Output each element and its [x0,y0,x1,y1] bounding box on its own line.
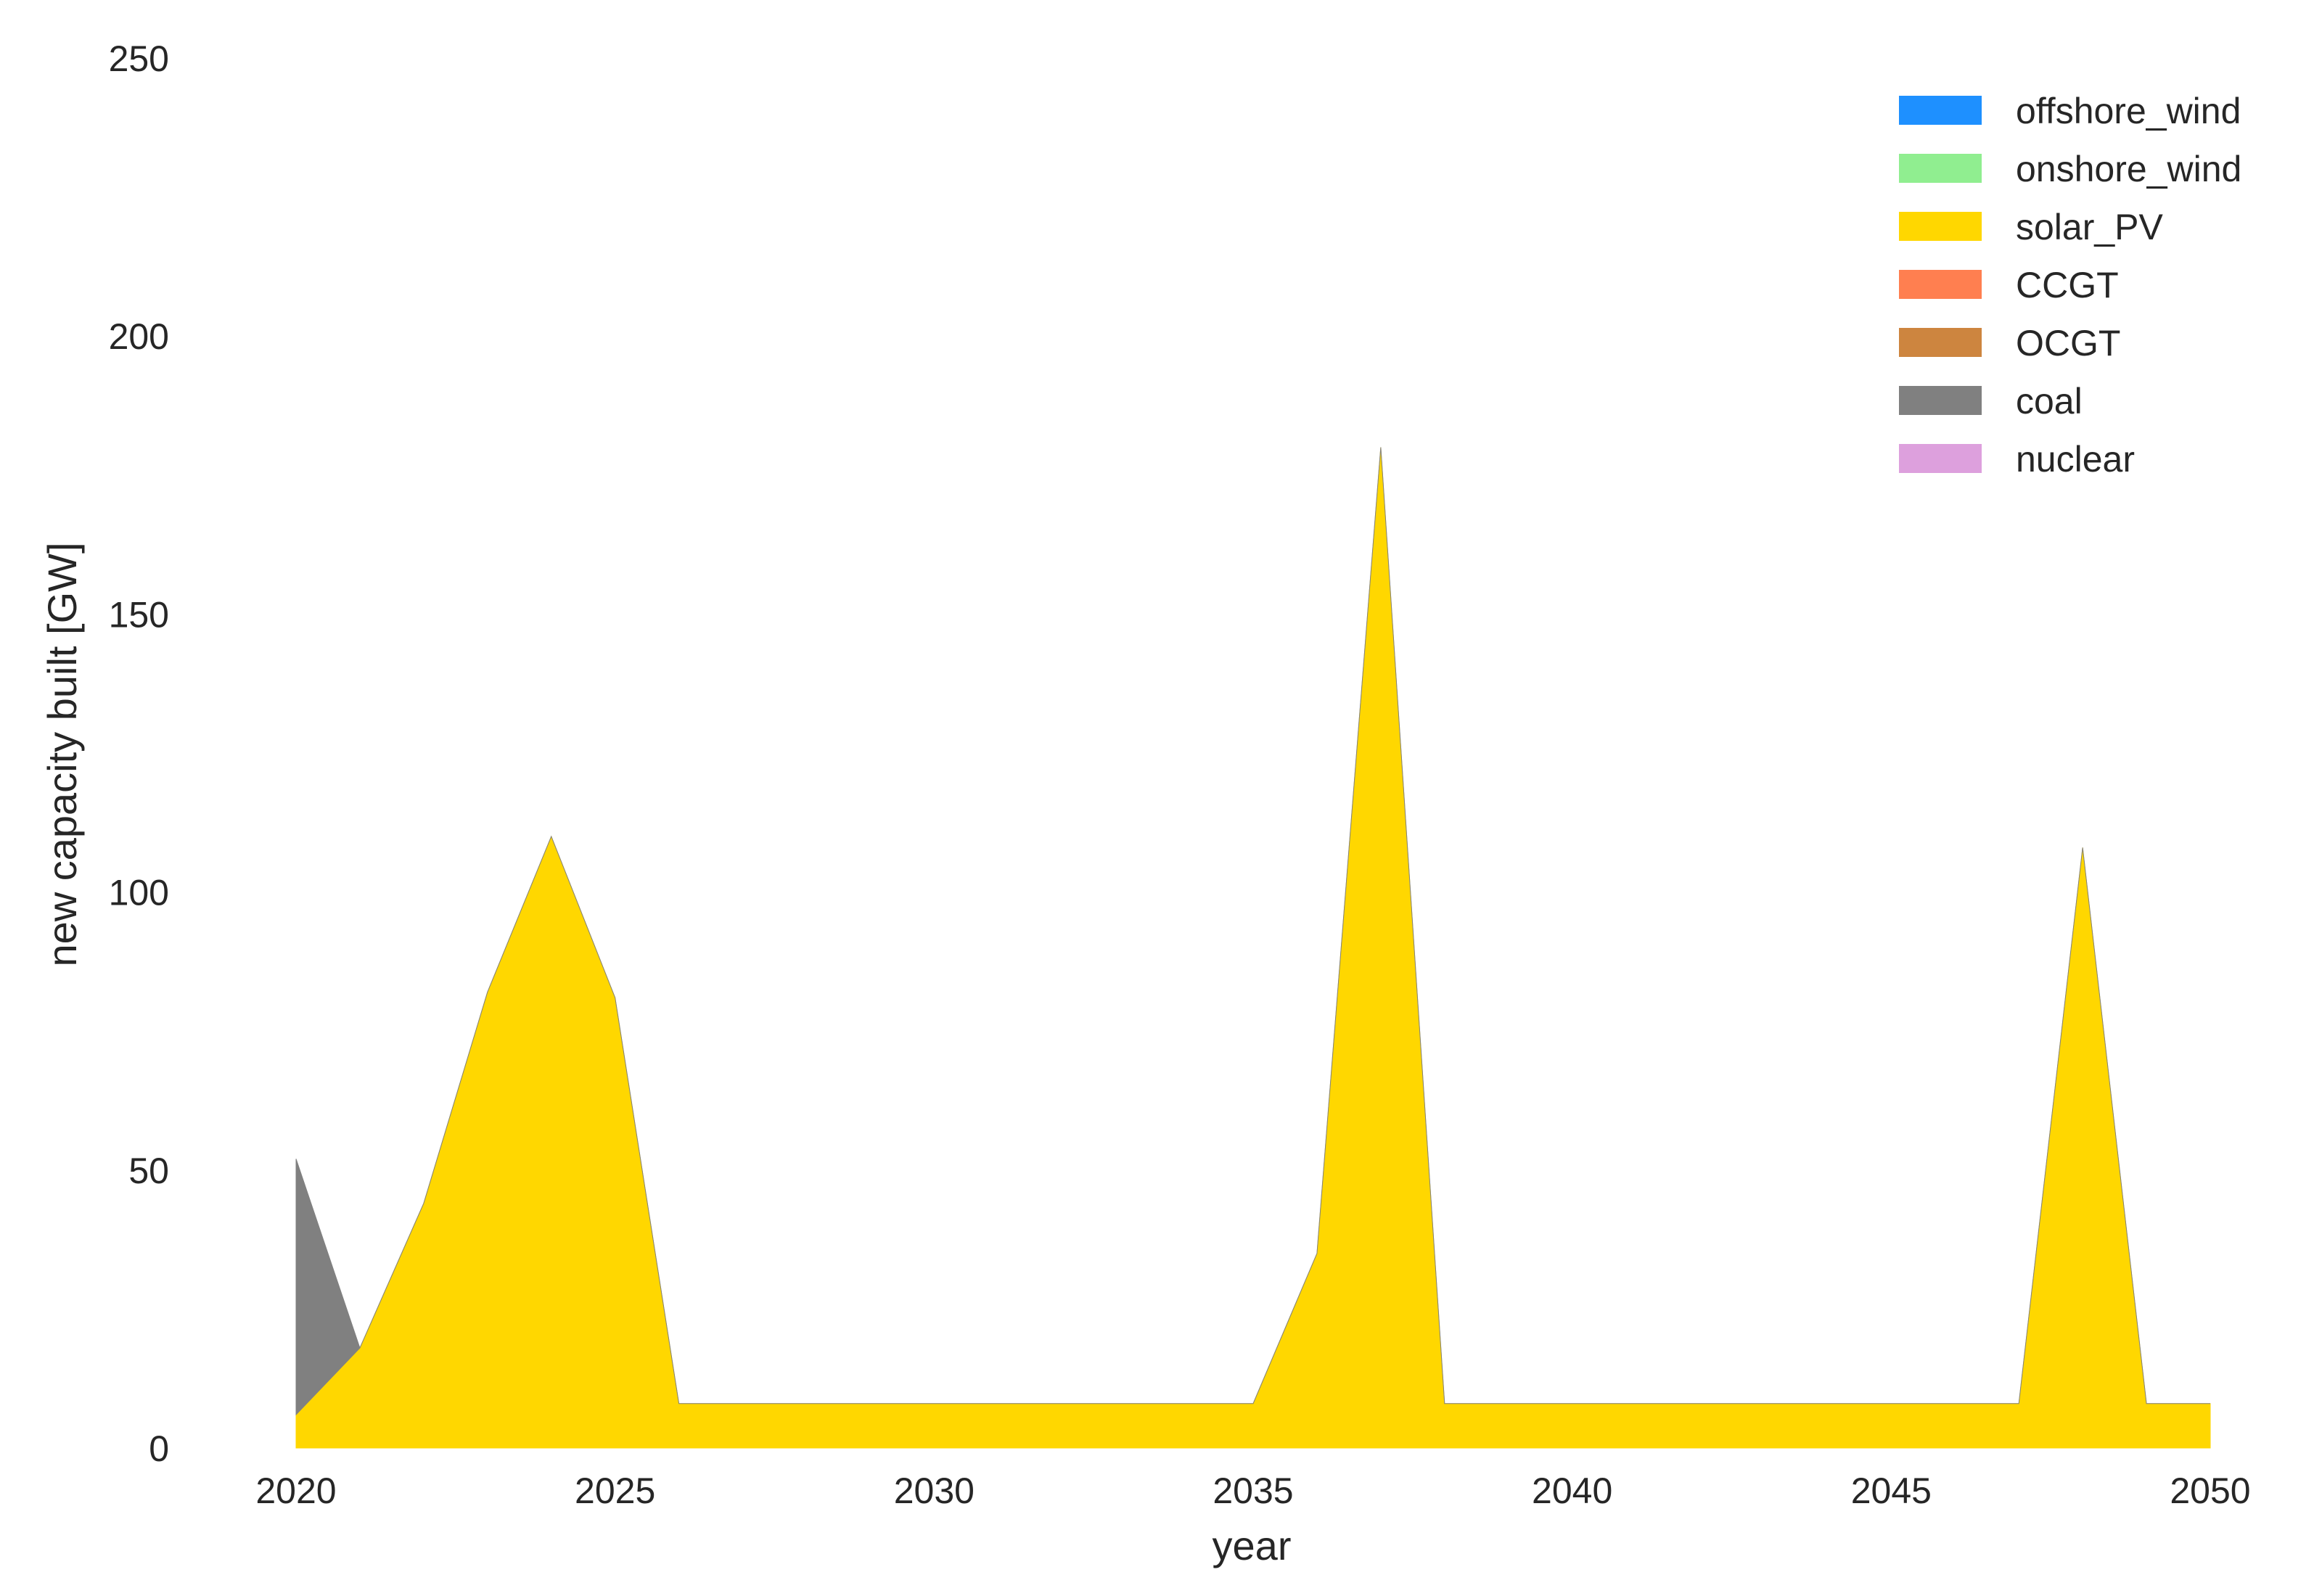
legend-swatch-ccgt [1899,270,1982,299]
legend-swatch-offshore-wind [1899,96,1982,125]
legend: offshore_wind onshore_wind solar_PV CCGT OCG… [1899,91,2241,480]
legend-swatch-onshore-wind [1899,154,1982,183]
legend-swatch-ocgt [1899,328,1982,357]
x-tick-label: 2035 [1213,1470,1293,1511]
legend-label-ccgt: CCGT [2016,265,2119,305]
x-tick-label: 2045 [1851,1470,1932,1511]
x-axis-label: year [1213,1523,1292,1568]
legend-label-nuclear: nuclear [2016,439,2135,480]
y-tick-label: 250 [109,38,169,79]
y-tick-label: 0 [149,1428,169,1469]
area-series-group [295,447,2211,1449]
x-tick-label: 2040 [1532,1470,1612,1511]
legend-label-solar-pv: solar_PV [2016,207,2164,247]
legend-label-coal: coal [2016,381,2083,421]
x-tick-label: 2030 [894,1470,975,1511]
y-tick-label: 200 [109,316,169,357]
legend-label-onshore-wind: onshore_wind [2016,149,2241,189]
y-tick-label: 150 [109,594,169,635]
area-coal [295,447,2210,1416]
y-tick-label: 100 [109,873,169,913]
area-solar-pv [295,447,2211,1449]
y-axis-label: new capacity built [GW] [39,542,85,966]
legend-label-offshore-wind: offshore_wind [2016,91,2241,131]
x-tick-label: 2020 [255,1470,336,1511]
legend-swatch-nuclear [1899,444,1982,473]
x-axis-ticks: 2020 2025 2030 2035 2040 2045 2050 [255,1470,2250,1511]
legend-label-ocgt: OCGT [2016,323,2120,363]
x-tick-label: 2050 [2170,1470,2250,1511]
legend-swatch-coal [1899,386,1982,415]
y-axis-ticks: 0 50 100 150 200 250 [109,38,169,1469]
legend-swatch-solar-pv [1899,212,1982,241]
y-tick-label: 50 [128,1151,169,1191]
x-tick-label: 2025 [575,1470,655,1511]
